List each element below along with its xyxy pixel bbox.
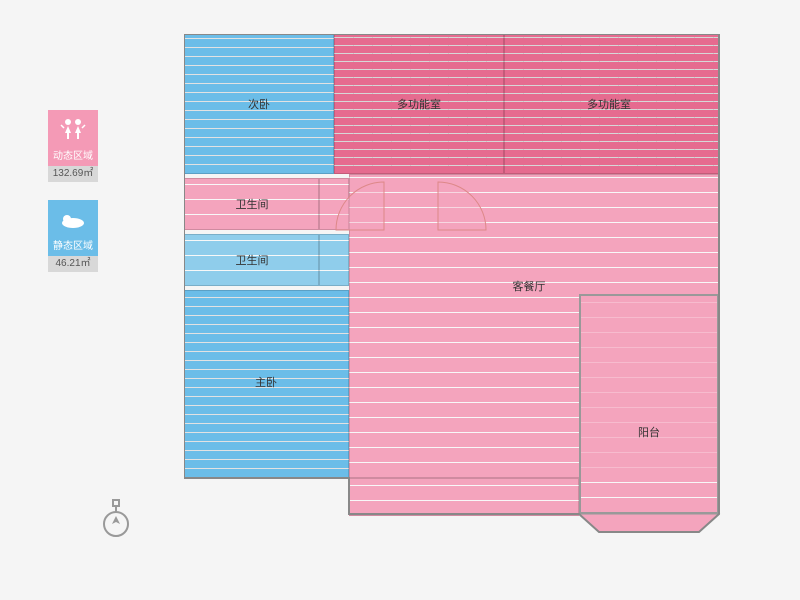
compass-icon [100,498,132,538]
room-label: 客餐厅 [513,278,546,294]
room-label: 阳台 [638,424,660,440]
legend-dynamic-label: 动态区域 [48,148,98,166]
room-label: 卫生间 [236,252,269,268]
room-label: 主卧 [255,374,277,390]
legend-static-value: 46.21㎡ [48,256,98,272]
legend-dynamic-value: 132.69㎡ [48,166,98,182]
legend-dynamic: 动态区域 132.69㎡ [48,110,108,182]
legend-panel: 动态区域 132.69㎡ 静态区域 46.21㎡ [48,110,108,290]
people-icon [48,110,98,148]
room-region-6 [319,234,349,286]
legend-static-label: 静态区域 [48,238,98,256]
room-label: 次卧 [248,96,270,112]
room-阳台 [579,294,719,514]
room-region-4 [319,178,349,230]
room-label: 多功能室 [587,96,631,112]
sleep-icon [48,200,98,238]
room-label: 多功能室 [397,96,441,112]
room-label: 卫生间 [236,196,269,212]
room-region-9 [349,478,579,516]
legend-static: 静态区域 46.21㎡ [48,200,108,272]
